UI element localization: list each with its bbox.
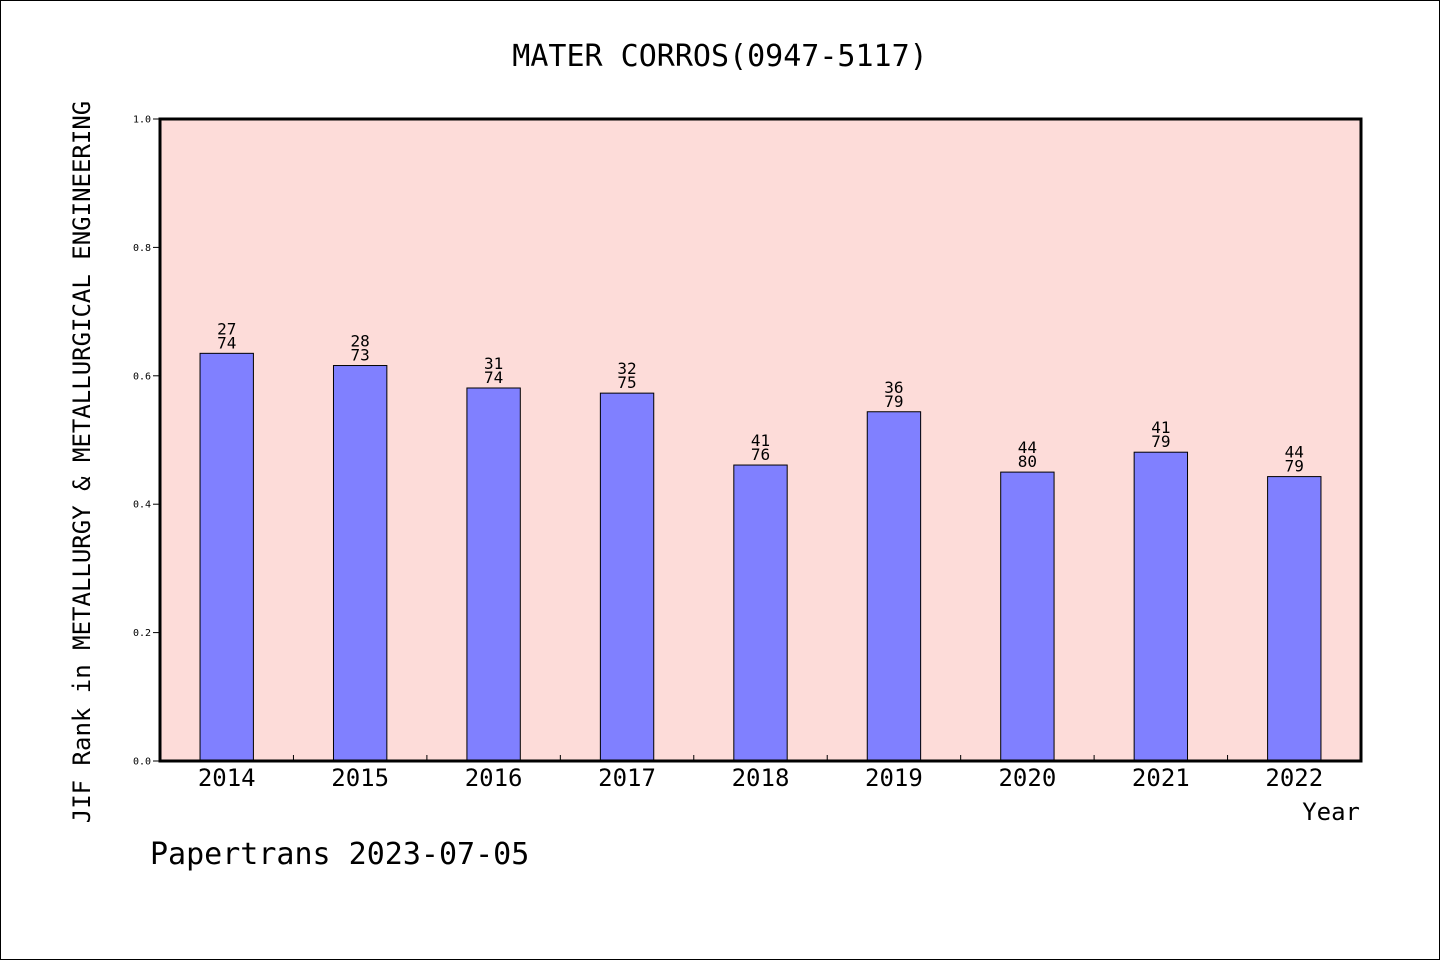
y-axis-label: JIF Rank in METALLURGY & METALLURGICAL E… bbox=[68, 101, 96, 823]
data-label-total: 75 bbox=[617, 373, 636, 392]
bar bbox=[332, 365, 388, 762]
bar bbox=[599, 392, 655, 762]
data-label-total: 76 bbox=[751, 445, 770, 464]
y-tick-label: 0.8 bbox=[133, 243, 151, 254]
bar bbox=[1133, 451, 1189, 762]
data-label-rank: 36 bbox=[884, 378, 903, 397]
y-tick-label: 0.0 bbox=[133, 757, 151, 768]
bar bbox=[199, 352, 254, 762]
x-tick-label: 2015 bbox=[331, 764, 389, 792]
x-tick-label: 2018 bbox=[732, 764, 790, 792]
x-tick-label: 2021 bbox=[1132, 764, 1190, 792]
data-label-rank: 28 bbox=[351, 332, 370, 351]
data-label-total: 74 bbox=[484, 368, 503, 387]
data-label-rank: 44 bbox=[1018, 438, 1037, 457]
data-label-rank: 27 bbox=[217, 319, 236, 338]
data-label-total: 80 bbox=[1018, 452, 1037, 471]
x-tick-label: 2016 bbox=[465, 764, 523, 792]
data-label-total: 79 bbox=[884, 392, 903, 411]
x-axis-label: Year bbox=[1302, 798, 1360, 826]
data-label-total: 79 bbox=[1151, 432, 1170, 451]
x-tick-label: 2014 bbox=[198, 764, 256, 792]
bar bbox=[1267, 476, 1322, 762]
bar bbox=[733, 464, 788, 762]
x-tick-label: 2022 bbox=[1265, 764, 1323, 792]
bar bbox=[1000, 471, 1055, 762]
x-tick-label: 2020 bbox=[998, 764, 1056, 792]
data-label-rank: 31 bbox=[484, 354, 503, 373]
bar bbox=[866, 411, 922, 762]
y-tick-label: 0.6 bbox=[133, 371, 151, 382]
x-tick-label: 2017 bbox=[598, 764, 656, 792]
data-label-total: 79 bbox=[1285, 457, 1304, 476]
y-tick-label: 0.4 bbox=[133, 500, 151, 511]
y-axis: 0.0 0.2 0.4 0.6 0.8 1.0 bbox=[133, 115, 160, 768]
data-label-rank: 41 bbox=[1151, 418, 1170, 437]
data-label-total: 74 bbox=[217, 333, 236, 352]
x-axis: 2014 2015 2016 2017 2018 2019 2020 2021 2022 bbox=[198, 755, 1323, 792]
plot-border bbox=[158, 117, 1363, 763]
y-tick-label: 1.0 bbox=[133, 115, 151, 126]
data-label-rank: 44 bbox=[1285, 443, 1304, 462]
bar bbox=[466, 387, 521, 762]
data-label-total: 73 bbox=[351, 346, 370, 365]
y-tick-label: 0.2 bbox=[133, 628, 151, 639]
data-label-rank: 32 bbox=[617, 359, 636, 378]
chart-title: MATER CORROS(0947-5117) bbox=[512, 39, 927, 74]
data-label-rank: 41 bbox=[751, 431, 770, 450]
credit-text: Papertrans 2023-07-05 bbox=[150, 837, 529, 872]
x-tick-label: 2019 bbox=[865, 764, 923, 792]
